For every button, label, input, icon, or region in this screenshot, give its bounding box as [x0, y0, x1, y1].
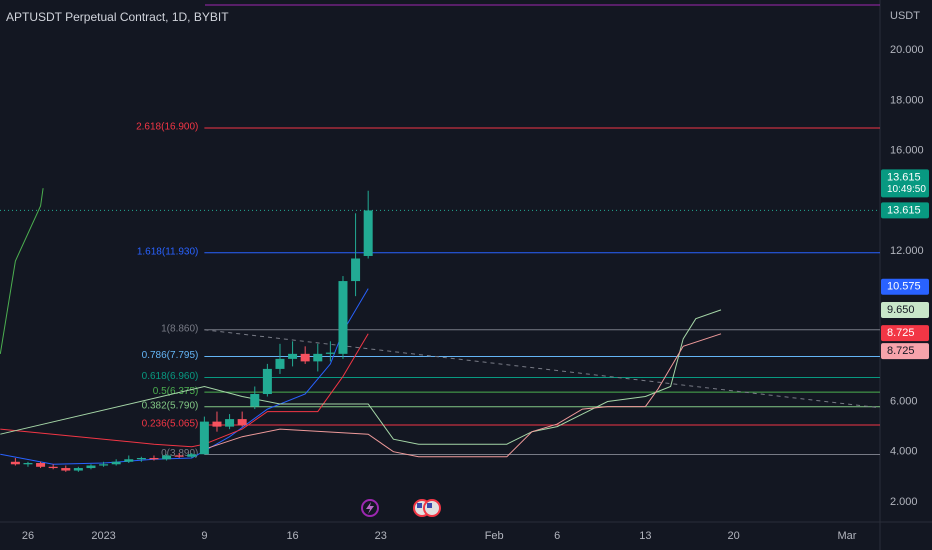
indicator-line [0, 188, 44, 354]
candle-body [351, 258, 361, 282]
price-label: 10.575 [887, 281, 921, 293]
currency-label: USDT [890, 10, 920, 22]
x-tick-label: 23 [375, 530, 387, 542]
fib-label: 0.382(5.790) [142, 400, 199, 411]
event-icons[interactable] [361, 499, 441, 517]
candle-body [212, 421, 222, 427]
price-label: 9.650 [887, 304, 915, 316]
candle-body [300, 353, 310, 362]
y-tick-label: 12.000 [890, 245, 924, 257]
candle-body [99, 464, 109, 466]
candle-body [36, 463, 46, 467]
candle-body [73, 468, 83, 471]
trend-line [204, 329, 881, 409]
candle-body [262, 368, 272, 395]
y-tick-label: 16.000 [890, 144, 924, 156]
price-label: 8.725 [887, 345, 915, 357]
x-tick-label: Feb [485, 530, 504, 542]
candle-body [111, 461, 121, 465]
candle-body [162, 455, 172, 460]
y-tick-label: 18.000 [890, 94, 924, 106]
candle-body [136, 458, 146, 460]
x-tick-label: 13 [639, 530, 651, 542]
candle-body [225, 419, 235, 427]
candle-body [325, 352, 335, 354]
candle-body [86, 465, 96, 469]
price-label-box [881, 325, 929, 342]
price-label-box [881, 301, 929, 318]
candle-body [187, 454, 197, 457]
candle-body [338, 281, 348, 354]
candle-body [61, 468, 71, 471]
y-tick-label: 20.000 [890, 44, 924, 56]
fib-label: 2.618(16.900) [136, 122, 198, 133]
x-tick-label: Mar [838, 530, 857, 542]
event-glyph [366, 502, 374, 514]
candle-body [124, 459, 134, 462]
candle-body [275, 358, 285, 369]
candle-body [23, 463, 33, 465]
countdown-label: 10:49:50 [887, 184, 926, 195]
fib-label: 0.618(6.960) [142, 371, 199, 382]
y-tick-label: 6.000 [890, 395, 918, 407]
candle-body [237, 419, 247, 426]
price-label: 13.615 [887, 171, 921, 183]
candle-body [363, 210, 373, 256]
x-tick-label: 26 [22, 530, 34, 542]
candle-body [313, 353, 323, 362]
candle-body [10, 461, 20, 465]
candle-body [149, 458, 159, 460]
candle-body [288, 353, 298, 359]
candle-body [250, 394, 260, 407]
price-label: 8.725 [887, 327, 915, 339]
price-label: 13.615 [887, 204, 921, 216]
x-tick-label: 2023 [91, 530, 115, 542]
x-tick-label: 16 [286, 530, 298, 542]
fib-label: 1(8.860) [161, 323, 198, 334]
x-tick-label: 9 [201, 530, 207, 542]
price-label-box [881, 343, 929, 360]
flag-glyph [417, 503, 422, 508]
x-tick-label: 6 [554, 530, 560, 542]
indicator-line [0, 333, 369, 448]
fib-label: 0.786(7.795) [142, 350, 199, 361]
indicator-line [204, 333, 722, 458]
y-tick-label: 2.000 [890, 496, 918, 508]
x-tick-label: 20 [727, 530, 739, 542]
fib-label: 0.236(5.065) [142, 419, 199, 430]
price-label-box [881, 278, 929, 295]
chart-title: APTUSDT Perpetual Contract, 1D, BYBIT [6, 10, 229, 24]
fib-label: 0(3.890) [161, 448, 198, 459]
price-label-box [881, 202, 929, 219]
candle-body [174, 455, 184, 457]
fib-label: 0.5(6.375) [153, 386, 199, 397]
price-label-box [881, 169, 929, 198]
candle-body [48, 466, 58, 469]
fib-label: 1.618(11.930) [137, 246, 199, 257]
y-tick-label: 4.000 [890, 446, 918, 458]
flag-glyph [427, 503, 432, 508]
candle-body [199, 421, 209, 455]
